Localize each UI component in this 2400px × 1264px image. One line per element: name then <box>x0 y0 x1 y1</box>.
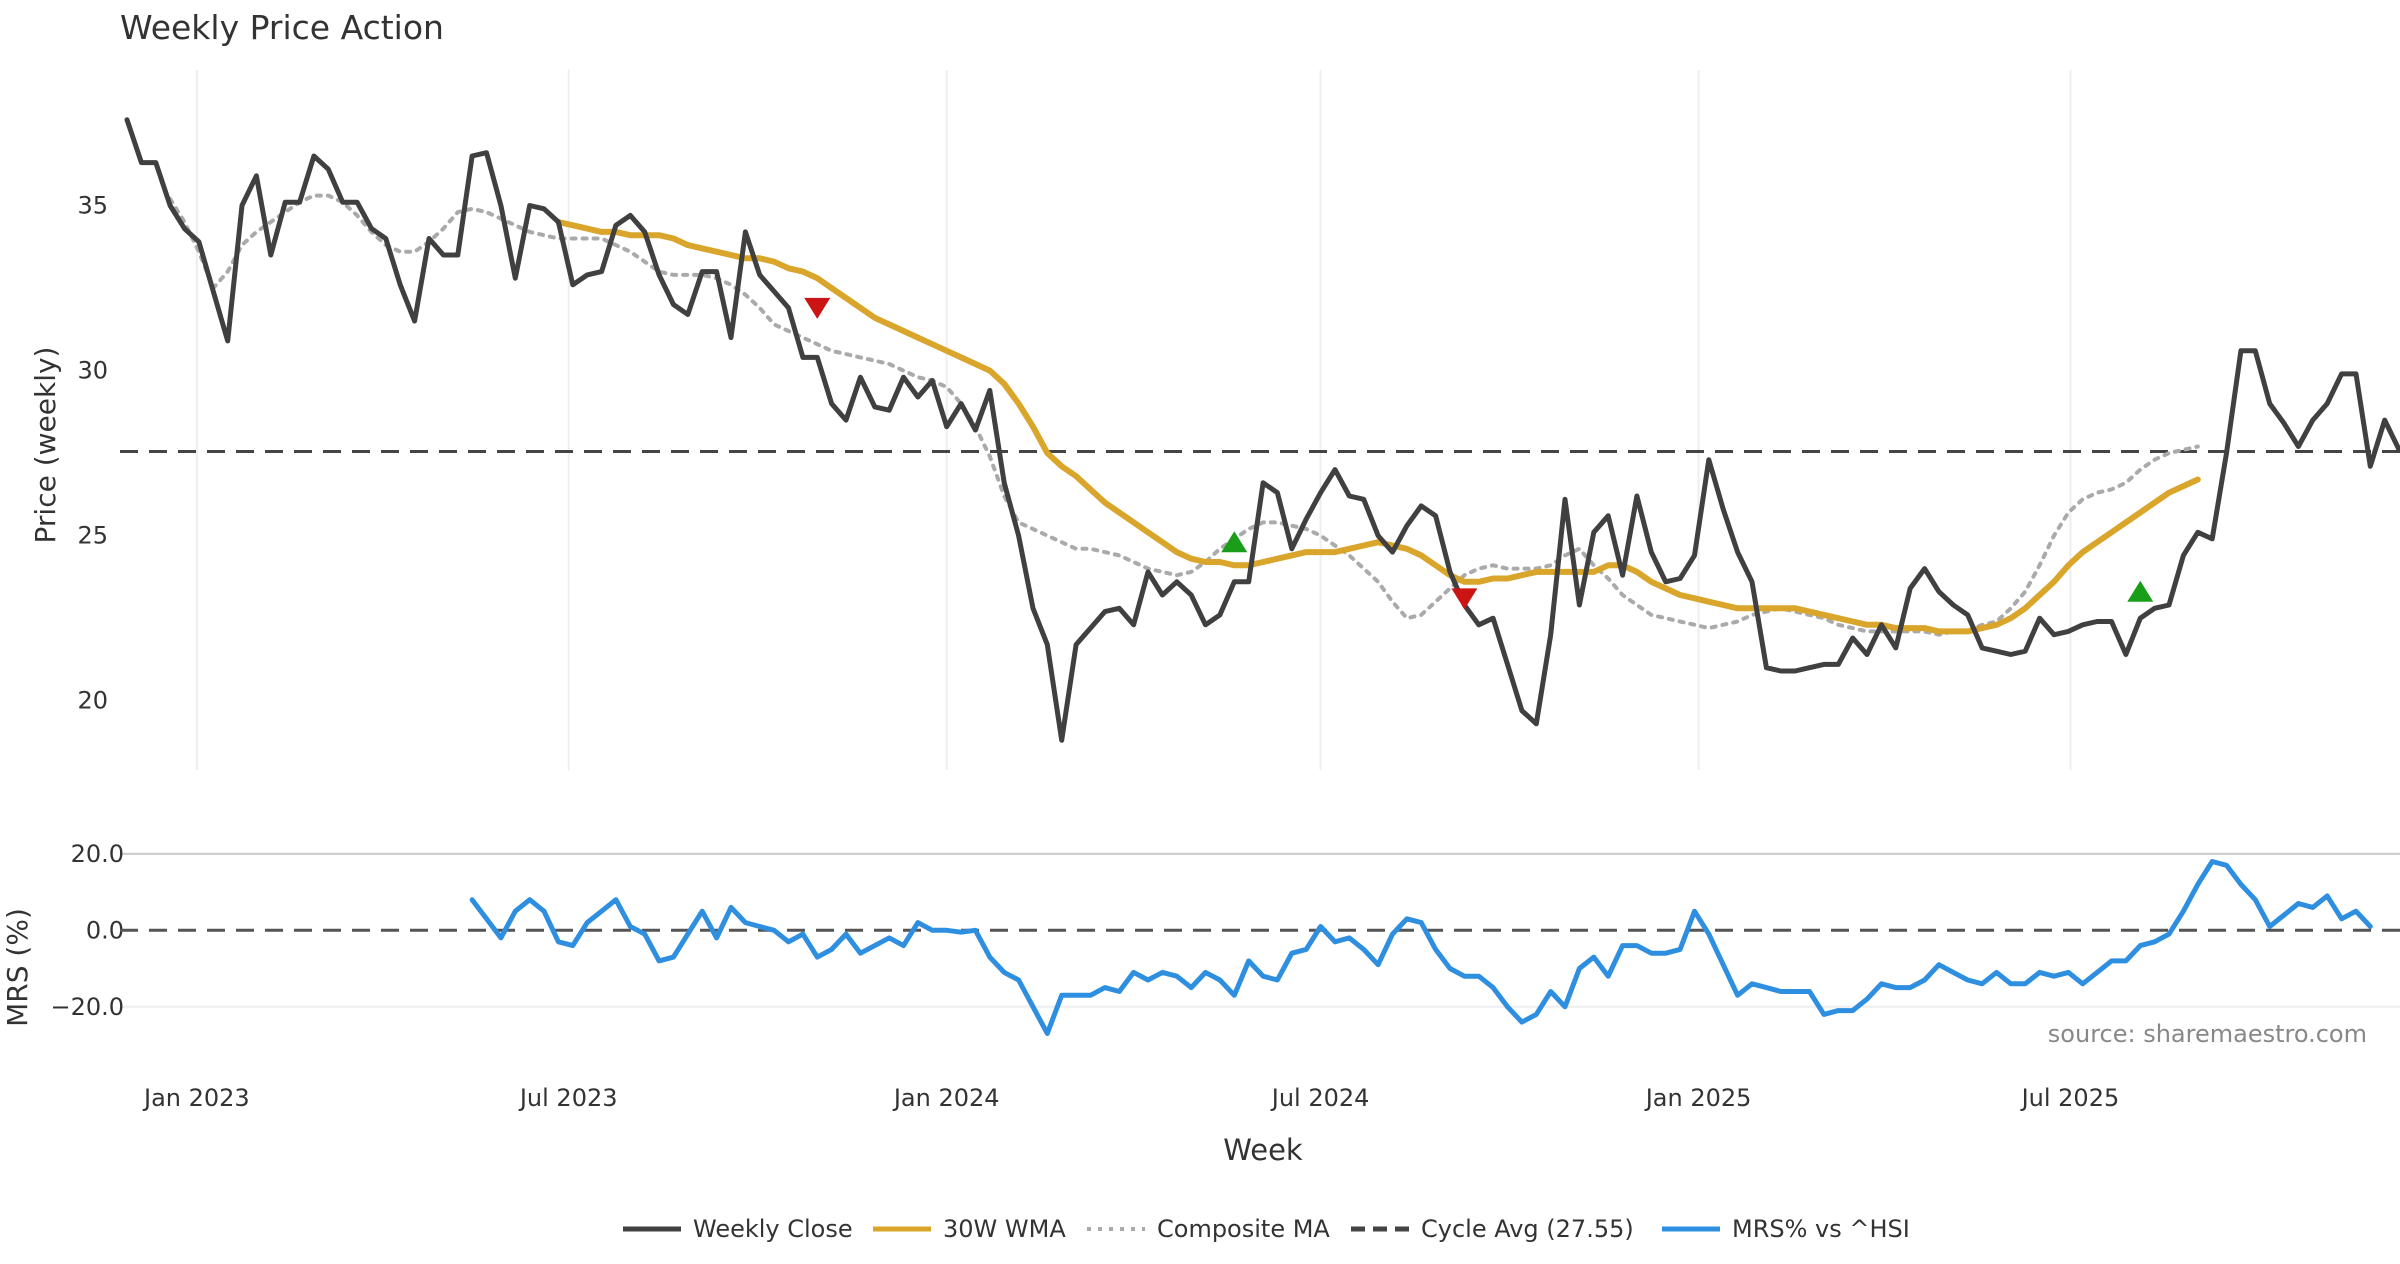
chart-title: Weekly Price Action <box>120 8 444 47</box>
legend-label: Composite MA <box>1157 1215 1330 1243</box>
x-tick-label: Jul 2025 <box>2020 1084 2120 1112</box>
buy-marker <box>1221 531 1248 553</box>
price-y-tick-label: 30 <box>77 357 108 385</box>
x-tick-label: Jul 2024 <box>1270 1084 1370 1112</box>
x-axis-label: Week <box>1223 1133 1303 1167</box>
x-tick-label: Jan 2025 <box>1644 1084 1752 1112</box>
buy-marker <box>2127 580 2154 602</box>
sell-marker <box>1451 588 1478 610</box>
wma-line <box>555 219 2201 635</box>
x-tick-label: Jul 2023 <box>518 1084 618 1112</box>
price-panel: 20 25 30 35 Price (weekly) <box>29 70 2400 770</box>
x-tick-label: Jan 2023 <box>142 1084 250 1112</box>
price-y-tick-label: 25 <box>77 522 108 550</box>
legend-label: 30W WMA <box>943 1215 1066 1243</box>
price-y-tick-label: 35 <box>77 192 108 220</box>
price-y-tick-label: 20 <box>77 687 108 715</box>
mrs-line <box>469 859 2373 1036</box>
weekly-close-line <box>124 117 2400 743</box>
x-tick-label: Jan 2024 <box>892 1084 1000 1112</box>
mrs-y-tick-label: −20.0 <box>50 993 124 1021</box>
mrs-panel: 20.0 0.0 −20.0 MRS (%) <box>1 840 2400 1036</box>
x-axis: Jan 2023 Jul 2023 Jan 2024 Jul 2024 Jan 2025… <box>142 1084 2119 1167</box>
mrs-y-tick-label: 20.0 <box>71 840 124 868</box>
legend-label: MRS% vs ^HSI <box>1732 1215 1910 1243</box>
legend-label: Weekly Close <box>693 1215 853 1243</box>
mrs-y-axis-label: MRS (%) <box>1 908 34 1027</box>
price-y-axis-label: Price (weekly) <box>29 347 62 544</box>
composite-ma-line <box>168 193 2200 637</box>
legend-label: Cycle Avg (27.55) <box>1421 1215 1634 1243</box>
mrs-y-tick-label: 0.0 <box>86 916 124 944</box>
source-note: source: sharemaestro.com <box>2047 1020 2367 1048</box>
sell-marker <box>804 297 831 319</box>
legend: Weekly Close 30W WMA Composite MA Cycle Avg… <box>623 1215 1910 1243</box>
